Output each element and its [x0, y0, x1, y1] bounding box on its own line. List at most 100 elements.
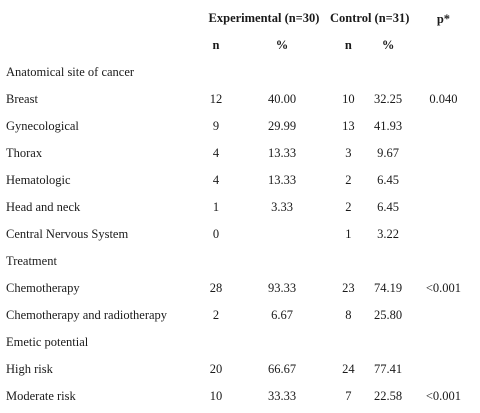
- experimental-n-cell: [198, 329, 234, 356]
- control-n-cell: [330, 248, 367, 275]
- comparison-table: Experimental (n=30) Control (n=31) p* n …: [3, 6, 477, 410]
- control-percent-cell: [367, 248, 410, 275]
- experimental-percent-cell: 33.33: [267, 389, 297, 403]
- table-row: Breast 12 40.00 10 32.25 0.040: [3, 86, 477, 113]
- experimental-n-cell: 1: [212, 200, 220, 214]
- experimental-percent-cell: [234, 59, 330, 86]
- header-experimental-n: n: [212, 37, 220, 52]
- control-n-cell: [330, 329, 367, 356]
- header-control-percent: %: [381, 37, 395, 52]
- p-value-cell: [409, 302, 477, 329]
- p-value-cell: [409, 248, 477, 275]
- header-experimental: Experimental (n=30): [208, 11, 320, 25]
- control-percent-cell: 25.80: [374, 308, 403, 322]
- table-row: Emetic potential: [3, 329, 477, 356]
- experimental-n-cell: 20: [209, 362, 223, 376]
- table-row: Hematologic 4 13.33 2 6.45: [3, 167, 477, 194]
- row-label: Head and neck: [6, 200, 81, 214]
- control-n-cell: 2: [345, 200, 352, 214]
- control-n-cell: 3: [345, 146, 352, 160]
- p-value-cell: 0.040: [429, 92, 458, 106]
- header-experimental-percent: %: [275, 37, 289, 52]
- p-value-cell: <0.001: [425, 281, 462, 295]
- control-n-cell: [330, 59, 367, 86]
- experimental-n-cell: [198, 248, 234, 275]
- p-value-cell: [409, 167, 477, 194]
- control-percent-cell: 41.93: [374, 119, 403, 133]
- experimental-percent-cell: 29.99: [267, 119, 297, 133]
- p-value-cell: [409, 329, 477, 356]
- row-label: Moderate risk: [6, 389, 76, 403]
- experimental-percent-cell: 40.00: [267, 92, 297, 106]
- control-percent-cell: [367, 329, 410, 356]
- control-percent-cell: 22.58: [374, 389, 403, 403]
- experimental-n-cell: 9: [212, 119, 220, 133]
- table-body: Anatomical site of cancer Breast 12 40.0…: [3, 59, 477, 410]
- experimental-percent-cell: [234, 329, 330, 356]
- row-label: Hematologic: [6, 173, 71, 187]
- experimental-n-cell: 4: [212, 173, 220, 187]
- control-percent-cell: 6.45: [377, 173, 399, 187]
- p-value-cell: [409, 356, 477, 383]
- control-n-cell: 24: [342, 362, 355, 376]
- table-header-row-units: n % n %: [3, 31, 477, 59]
- p-value-cell: [409, 140, 477, 167]
- table-row: Treatment: [3, 248, 477, 275]
- experimental-n-cell: 28: [209, 281, 223, 295]
- row-label: Thorax: [6, 146, 43, 160]
- control-n-cell: 7: [345, 389, 352, 403]
- p-value-cell: [409, 59, 477, 86]
- p-value-cell: [409, 221, 477, 248]
- header-control-n: n: [344, 37, 352, 52]
- table-row: High risk 20 66.67 24 77.41: [3, 356, 477, 383]
- experimental-n-cell: 2: [212, 308, 220, 322]
- header-empty-cell: [3, 6, 198, 31]
- control-percent-cell: 3.22: [377, 227, 399, 241]
- experimental-percent-cell: 3.33: [271, 200, 293, 214]
- table-row: Moderate risk 10 33.33 7 22.58 <0.001: [3, 383, 477, 410]
- header-empty-cell: [3, 31, 198, 59]
- experimental-n-cell: 4: [212, 146, 220, 160]
- control-n-cell: 23: [342, 281, 355, 295]
- experimental-percent-cell: [234, 221, 330, 248]
- table-header-row-groups: Experimental (n=30) Control (n=31) p*: [3, 6, 477, 31]
- row-label: Emetic potential: [6, 335, 89, 349]
- control-n-cell: 2: [345, 173, 352, 187]
- experimental-percent-cell: 6.67: [271, 308, 293, 322]
- table-row: Thorax 4 13.33 3 9.67: [3, 140, 477, 167]
- row-label: Chemotherapy and radiotherapy: [6, 308, 168, 322]
- control-percent-cell: 9.67: [377, 146, 399, 160]
- table-row: Central Nervous System 0 1 3.22: [3, 221, 477, 248]
- experimental-percent-cell: 66.67: [267, 362, 297, 376]
- table-row: Gynecological 9 29.99 13 41.93: [3, 113, 477, 140]
- row-label: High risk: [6, 362, 53, 376]
- control-percent-cell: 32.25: [374, 92, 403, 106]
- control-n-cell: 10: [342, 92, 355, 106]
- header-control: Control (n=31): [330, 11, 410, 25]
- table-row: Chemotherapy and radiotherapy 2 6.67 8 2…: [3, 302, 477, 329]
- control-percent-cell: 74.19: [374, 281, 403, 295]
- table-row: Chemotherapy 28 93.33 23 74.19 <0.001: [3, 275, 477, 302]
- experimental-n-cell: [198, 59, 234, 86]
- control-percent-cell: 77.41: [374, 362, 403, 376]
- p-value-cell: [409, 194, 477, 221]
- experimental-percent-cell: [234, 248, 330, 275]
- table-row: Head and neck 1 3.33 2 6.45: [3, 194, 477, 221]
- header-p-value: p*: [436, 12, 451, 26]
- experimental-percent-cell: 13.33: [267, 146, 297, 160]
- experimental-n-cell: 12: [209, 92, 223, 106]
- control-n-cell: 8: [345, 308, 352, 322]
- experimental-percent-cell: 13.33: [267, 173, 297, 187]
- row-label: Gynecological: [6, 119, 79, 133]
- row-label: Chemotherapy: [6, 281, 80, 295]
- row-label: Anatomical site of cancer: [6, 65, 135, 79]
- control-n-cell: 1: [345, 227, 352, 241]
- table-row: Anatomical site of cancer: [3, 59, 477, 86]
- experimental-n-cell: 0: [212, 227, 220, 241]
- p-value-cell: [409, 113, 477, 140]
- experimental-percent-cell: 93.33: [267, 281, 297, 295]
- row-label: Central Nervous System: [6, 227, 129, 241]
- row-label: Treatment: [6, 254, 57, 268]
- control-percent-cell: [367, 59, 410, 86]
